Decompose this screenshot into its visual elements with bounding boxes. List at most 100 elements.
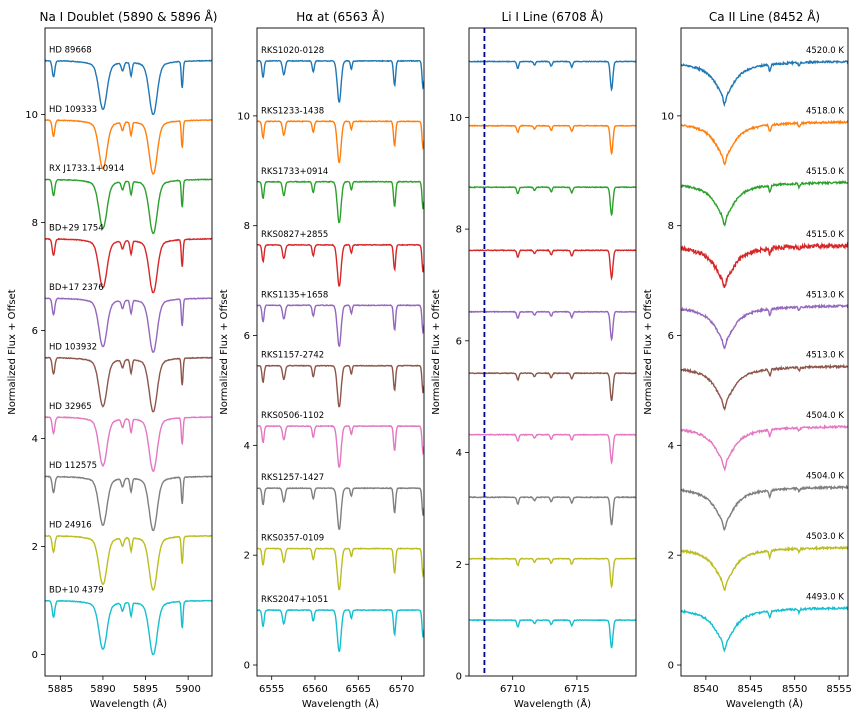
series-label: HD 112575 bbox=[49, 461, 97, 471]
series-label: RX J1733.1+0914 bbox=[49, 164, 124, 174]
spectrum-line bbox=[257, 243, 424, 287]
y-tick-label: 6 bbox=[668, 331, 674, 342]
y-axis-label: Normalized Flux + Offset bbox=[643, 289, 654, 415]
y-tick-label: 10 bbox=[449, 113, 462, 124]
series-label: 4518.0 K bbox=[806, 106, 844, 116]
spectrum-line bbox=[681, 363, 848, 412]
spectrum-line bbox=[469, 310, 636, 342]
series-label: HD 24916 bbox=[49, 521, 92, 531]
spectrum-line bbox=[45, 119, 212, 175]
x-tick-label: 5890 bbox=[90, 684, 115, 695]
spectrum-line bbox=[257, 364, 424, 408]
panel-1: Na I Doublet (5890 & 5896 Å) Wavelength (… bbox=[7, 9, 218, 710]
spectrum-line bbox=[469, 557, 636, 589]
y-tick-label: 10 bbox=[237, 111, 250, 122]
x-axis-label: Wavelength (Å) bbox=[726, 697, 803, 710]
spectrum-line bbox=[469, 124, 636, 156]
series-label: 4503.0 K bbox=[806, 532, 844, 542]
spectrum-line bbox=[469, 618, 636, 649]
spectrum-line bbox=[681, 544, 848, 592]
series-label: RKS1135+1658 bbox=[261, 290, 328, 300]
spectra-group bbox=[469, 60, 636, 649]
y-tick-label: 4 bbox=[32, 434, 38, 445]
x-tick-label: 6570 bbox=[389, 684, 414, 695]
spectrum-line bbox=[469, 371, 636, 402]
series-label: RKS1157-2742 bbox=[261, 351, 324, 361]
axes-frame bbox=[256, 27, 425, 677]
y-axis-label: Normalized Flux + Offset bbox=[431, 289, 442, 415]
y-tick-label: 4 bbox=[668, 441, 674, 452]
y-tick-label: 0 bbox=[668, 661, 674, 672]
y-tick-label: 6 bbox=[456, 336, 462, 347]
y-tick-label: 6 bbox=[32, 326, 38, 337]
series-label: RKS1257-1427 bbox=[261, 473, 324, 483]
spectrum-line bbox=[469, 185, 636, 217]
y-axis-label: Normalized Flux + Offset bbox=[7, 289, 18, 415]
y-tick-label: 2 bbox=[456, 560, 462, 571]
series-label: 4515.0 K bbox=[806, 167, 844, 177]
axes-frame bbox=[680, 27, 849, 677]
series-label: RKS0357-0109 bbox=[261, 534, 324, 544]
spectrum-line bbox=[257, 180, 424, 224]
x-tick-label: 6560 bbox=[302, 684, 327, 695]
axes-frame bbox=[468, 27, 637, 677]
series-label: HD 89668 bbox=[49, 45, 92, 55]
spectrum-line bbox=[45, 599, 212, 656]
spectrum-line bbox=[45, 415, 212, 472]
series-label: RKS1233-1438 bbox=[261, 106, 324, 116]
series-label: RKS1020-0128 bbox=[261, 46, 324, 56]
spectrum-line bbox=[681, 484, 848, 532]
spectra-group bbox=[257, 59, 424, 653]
spectrum-line bbox=[681, 241, 848, 289]
x-axis-label: Wavelength (Å) bbox=[514, 697, 591, 710]
spectrum-line bbox=[681, 424, 848, 472]
y-tick-label: 8 bbox=[668, 221, 674, 232]
y-tick-label: 4 bbox=[244, 441, 250, 452]
y-tick-label: 8 bbox=[244, 221, 250, 232]
axes-frame bbox=[44, 27, 213, 677]
x-tick-label: 6565 bbox=[346, 684, 371, 695]
x-tick-label: 8540 bbox=[693, 684, 718, 695]
y-tick-label: 0 bbox=[32, 650, 38, 661]
y-tick-label: 8 bbox=[456, 225, 462, 236]
series-label: RKS0506-1102 bbox=[261, 411, 324, 421]
spectrum-line bbox=[257, 608, 424, 653]
x-tick-label: 5900 bbox=[175, 684, 200, 695]
spectrum-line bbox=[45, 237, 212, 294]
spectrum-line bbox=[681, 59, 848, 108]
spectrum-line bbox=[469, 495, 636, 526]
y-tick-label: 6 bbox=[244, 331, 250, 342]
y-tick-label: 0 bbox=[456, 672, 462, 683]
panel-2: Hα at (6563 Å) Wavelength (Å) Normalized F… bbox=[219, 9, 425, 710]
series-label: BD+17 2376 bbox=[49, 283, 104, 293]
x-axis-label: Wavelength (Å) bbox=[302, 697, 379, 710]
spectrum-line bbox=[45, 59, 212, 116]
spectrum-line bbox=[681, 605, 848, 653]
spectrum-line bbox=[45, 534, 212, 591]
x-tick-label: 6715 bbox=[564, 684, 589, 695]
panel-4: Ca II Line (8452 Å) Wavelength (Å) Normali… bbox=[643, 9, 852, 710]
x-axis-label: Wavelength (Å) bbox=[90, 697, 167, 710]
y-tick-label: 2 bbox=[244, 551, 250, 562]
series-label: HD 32965 bbox=[49, 402, 92, 412]
spectrum-line bbox=[469, 433, 636, 466]
x-tick-label: 8555 bbox=[826, 684, 851, 695]
spectrum-line bbox=[681, 119, 848, 166]
spectrum-line bbox=[257, 303, 424, 348]
y-tick-label: 10 bbox=[661, 111, 674, 122]
spectrum-line bbox=[681, 179, 848, 227]
x-tick-label: 5885 bbox=[48, 684, 73, 695]
spectrum-line bbox=[469, 248, 636, 282]
spectrum-line bbox=[469, 60, 636, 92]
series-label: HD 109333 bbox=[49, 105, 97, 115]
x-tick-label: 6710 bbox=[500, 684, 525, 695]
y-tick-label: 8 bbox=[32, 218, 38, 229]
spectrum-line bbox=[257, 486, 424, 531]
panel-title: Ca II Line (8452 Å) bbox=[709, 9, 820, 24]
series-label: 4513.0 K bbox=[806, 351, 844, 361]
series-label: 4504.0 K bbox=[806, 472, 844, 482]
spectrum-line bbox=[257, 120, 424, 164]
spectra-group bbox=[45, 59, 212, 656]
spectrum-line bbox=[257, 424, 424, 468]
